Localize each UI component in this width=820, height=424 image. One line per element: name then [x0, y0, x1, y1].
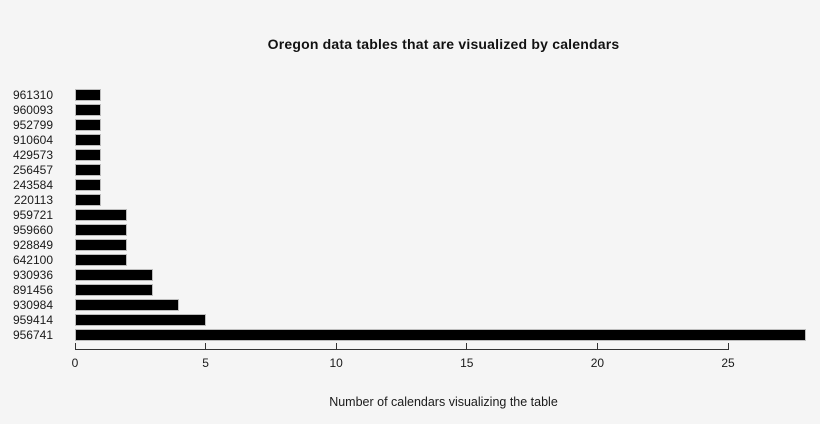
x-tick [335, 343, 337, 349]
x-tick-label: 15 [460, 356, 474, 370]
bar [75, 269, 153, 281]
bar [75, 284, 153, 296]
bar [75, 89, 101, 101]
bar [75, 164, 101, 176]
x-tick-label: 5 [202, 356, 209, 370]
y-tick-label: 959414 [12, 313, 53, 327]
chart-row: 959721 [0, 208, 820, 223]
bar [75, 239, 127, 251]
chart-row: 256457 [0, 163, 820, 178]
chart-row: 928849 [0, 238, 820, 253]
x-tick [74, 343, 76, 349]
chart-row: 429573 [0, 148, 820, 163]
chart-row: 961310 [0, 88, 820, 103]
y-tick-label: 928849 [12, 238, 53, 252]
bar [75, 149, 101, 161]
chart-row: 642100 [0, 253, 820, 268]
y-tick-label: 960093 [12, 103, 53, 117]
chart-row: 243584 [0, 178, 820, 193]
y-tick-label: 910604 [12, 133, 53, 147]
chart-row: 952799 [0, 118, 820, 133]
x-tick-label: 10 [329, 356, 343, 370]
bar [75, 299, 179, 311]
y-tick-label: 891456 [12, 283, 53, 297]
y-tick-label: 220113 [13, 193, 53, 207]
chart-row: 956741 [0, 328, 820, 343]
x-tick [466, 343, 468, 349]
chart-rows: 961310 960093 952799 910604 429573 256457 2435… [0, 88, 820, 343]
y-tick-label: 959660 [12, 223, 53, 237]
bar [75, 254, 127, 266]
chart-row: 220113 [0, 193, 820, 208]
bar [75, 209, 127, 221]
bar [75, 134, 101, 146]
y-tick-label: 930936 [12, 268, 53, 282]
y-tick-label: 243584 [12, 178, 53, 192]
chart-row: 959414 [0, 313, 820, 328]
x-tick [596, 343, 598, 349]
y-tick-label: 429573 [12, 148, 53, 162]
bar [75, 194, 101, 206]
bar [75, 224, 127, 236]
x-axis-line [75, 349, 729, 350]
x-tick [205, 343, 207, 349]
chart-row: 930984 [0, 298, 820, 313]
x-tick-label: 0 [71, 356, 79, 370]
bar [75, 329, 806, 341]
y-tick-label: 956741 [12, 328, 53, 342]
y-tick-label: 256457 [12, 163, 53, 177]
chart-row: 910604 [0, 133, 820, 148]
y-tick-label: 952799 [12, 118, 53, 132]
y-tick-label: 930984 [12, 298, 53, 312]
y-tick-label: 959721 [12, 208, 53, 222]
chart-row: 891456 [0, 283, 820, 298]
x-tick [727, 343, 729, 349]
y-tick-label: 961310 [12, 88, 53, 102]
y-tick-label: 642100 [12, 253, 53, 267]
bar [75, 104, 101, 116]
bar [75, 314, 206, 326]
x-tick-label: 25 [721, 356, 735, 370]
bar [75, 179, 101, 191]
chart-row: 960093 [0, 103, 820, 118]
chart-row: 930936 [0, 268, 820, 283]
x-axis-label: Number of calendars visualizing the tabl… [329, 395, 558, 409]
chart-title: Oregon data tables that are visualized b… [267, 36, 620, 52]
bar [75, 119, 101, 131]
chart-row: 959660 [0, 223, 820, 238]
x-tick-label: 20 [590, 356, 605, 370]
